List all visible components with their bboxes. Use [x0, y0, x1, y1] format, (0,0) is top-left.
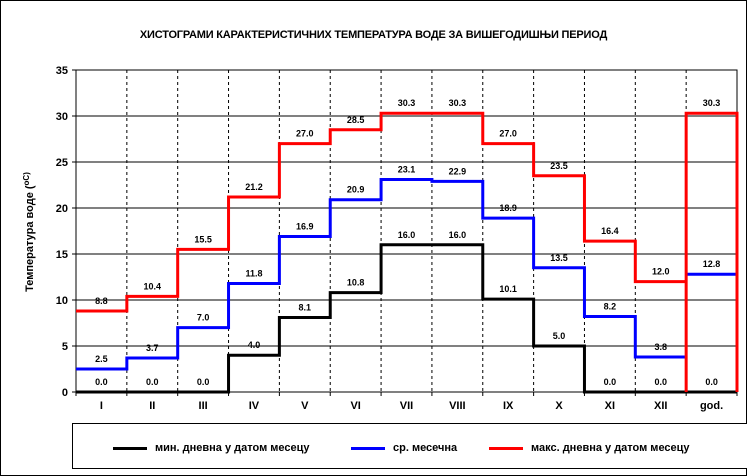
data-label: 30.3	[398, 98, 416, 108]
x-tick-label: XII	[654, 400, 667, 412]
x-tick-label: V	[301, 400, 309, 412]
data-label: 10.8	[347, 278, 365, 288]
data-label: 30.3	[449, 98, 467, 108]
x-tick-label: III	[199, 400, 208, 412]
legend-item-avg: ср. месечна	[351, 442, 457, 454]
data-label: 0.0	[604, 377, 617, 387]
legend-swatch-avg	[351, 446, 385, 450]
data-label: 8.1	[299, 302, 312, 312]
data-label: 0.0	[146, 377, 159, 387]
data-label: 27.0	[499, 129, 517, 139]
data-label: 13.5	[550, 253, 568, 263]
series-line	[76, 111, 687, 313]
y-tick-label: 0	[62, 387, 68, 399]
data-label: 16.4	[601, 226, 619, 236]
legend-swatch-min	[113, 446, 147, 450]
data-label: 18.9	[499, 203, 517, 213]
series-line	[76, 243, 687, 394]
data-label: 3.7	[146, 343, 159, 353]
data-label: 10.1	[499, 284, 517, 294]
data-label: 5.0	[553, 331, 566, 341]
data-label: 15.5	[194, 234, 212, 244]
x-tick-label: II	[149, 400, 155, 412]
legend-item-min: мин. дневна у датом месецу	[113, 442, 310, 454]
legend-item-max: макс. дневна у датом месецу	[489, 442, 690, 454]
data-label: 0.0	[705, 377, 718, 387]
x-tick-label: I	[100, 400, 103, 412]
data-label: 16.0	[449, 230, 467, 240]
data-label: 3.8	[654, 342, 667, 352]
data-label: 10.4	[144, 281, 162, 291]
data-label: 20.9	[347, 185, 365, 195]
series-line	[76, 177, 687, 371]
data-label: 2.5	[95, 354, 108, 364]
data-label: 16.9	[296, 222, 314, 232]
y-tick-label: 30	[56, 111, 68, 123]
series-line-annual	[684, 111, 739, 392]
legend-label-min: мин. дневна у датом месецу	[155, 442, 310, 454]
data-label: 12.0	[652, 267, 670, 277]
data-label: 23.5	[550, 161, 568, 171]
y-axis-label: Температура воде (оC)	[22, 172, 36, 292]
data-label: 27.0	[296, 129, 314, 139]
legend-label-avg: ср. месечна	[393, 442, 458, 454]
y-tick-label: 15	[56, 249, 68, 261]
data-label: 28.5	[347, 115, 365, 125]
data-label: 8.2	[604, 302, 617, 312]
x-tick-label: IV	[249, 400, 260, 412]
data-label: 23.1	[398, 164, 416, 174]
data-label: 21.2	[245, 182, 263, 192]
data-label: 0.0	[654, 377, 667, 387]
data-label: 30.3	[703, 98, 721, 108]
y-tick-label: 35	[56, 65, 68, 77]
data-label: 8.8	[95, 296, 108, 306]
x-tick-label: VII	[400, 400, 413, 412]
data-label: 0.0	[95, 377, 108, 387]
x-tick-label: VI	[350, 400, 360, 412]
y-tick-label: 25	[56, 157, 68, 169]
legend: мин. дневна у датом месецу ср. месечна м…	[72, 423, 747, 469]
y-tick-label: 20	[56, 203, 68, 215]
x-tick-label: VIII	[449, 400, 466, 412]
y-tick-label: 10	[56, 295, 68, 307]
data-label: 11.8	[245, 268, 262, 278]
x-tick-label: XI	[605, 400, 615, 412]
data-label: 0.0	[197, 377, 210, 387]
data-label: 16.0	[398, 230, 416, 240]
y-tick-label: 5	[62, 341, 68, 353]
data-label: 12.8	[703, 259, 721, 269]
legend-swatch-max	[489, 446, 523, 450]
data-label: 4.0	[248, 340, 261, 350]
data-label: 22.9	[449, 166, 467, 176]
x-tick-label: god.	[700, 400, 723, 412]
x-tick-label: X	[555, 400, 563, 412]
data-label: 7.0	[197, 313, 210, 323]
chart-title: ХИСТОГРАМИ КАРАКТЕРИСТИЧНИХ ТЕМПЕРАТУРА …	[139, 29, 608, 41]
x-tick-label: IX	[503, 400, 514, 412]
legend-label-max: макс. дневна у датом месецу	[531, 442, 690, 454]
